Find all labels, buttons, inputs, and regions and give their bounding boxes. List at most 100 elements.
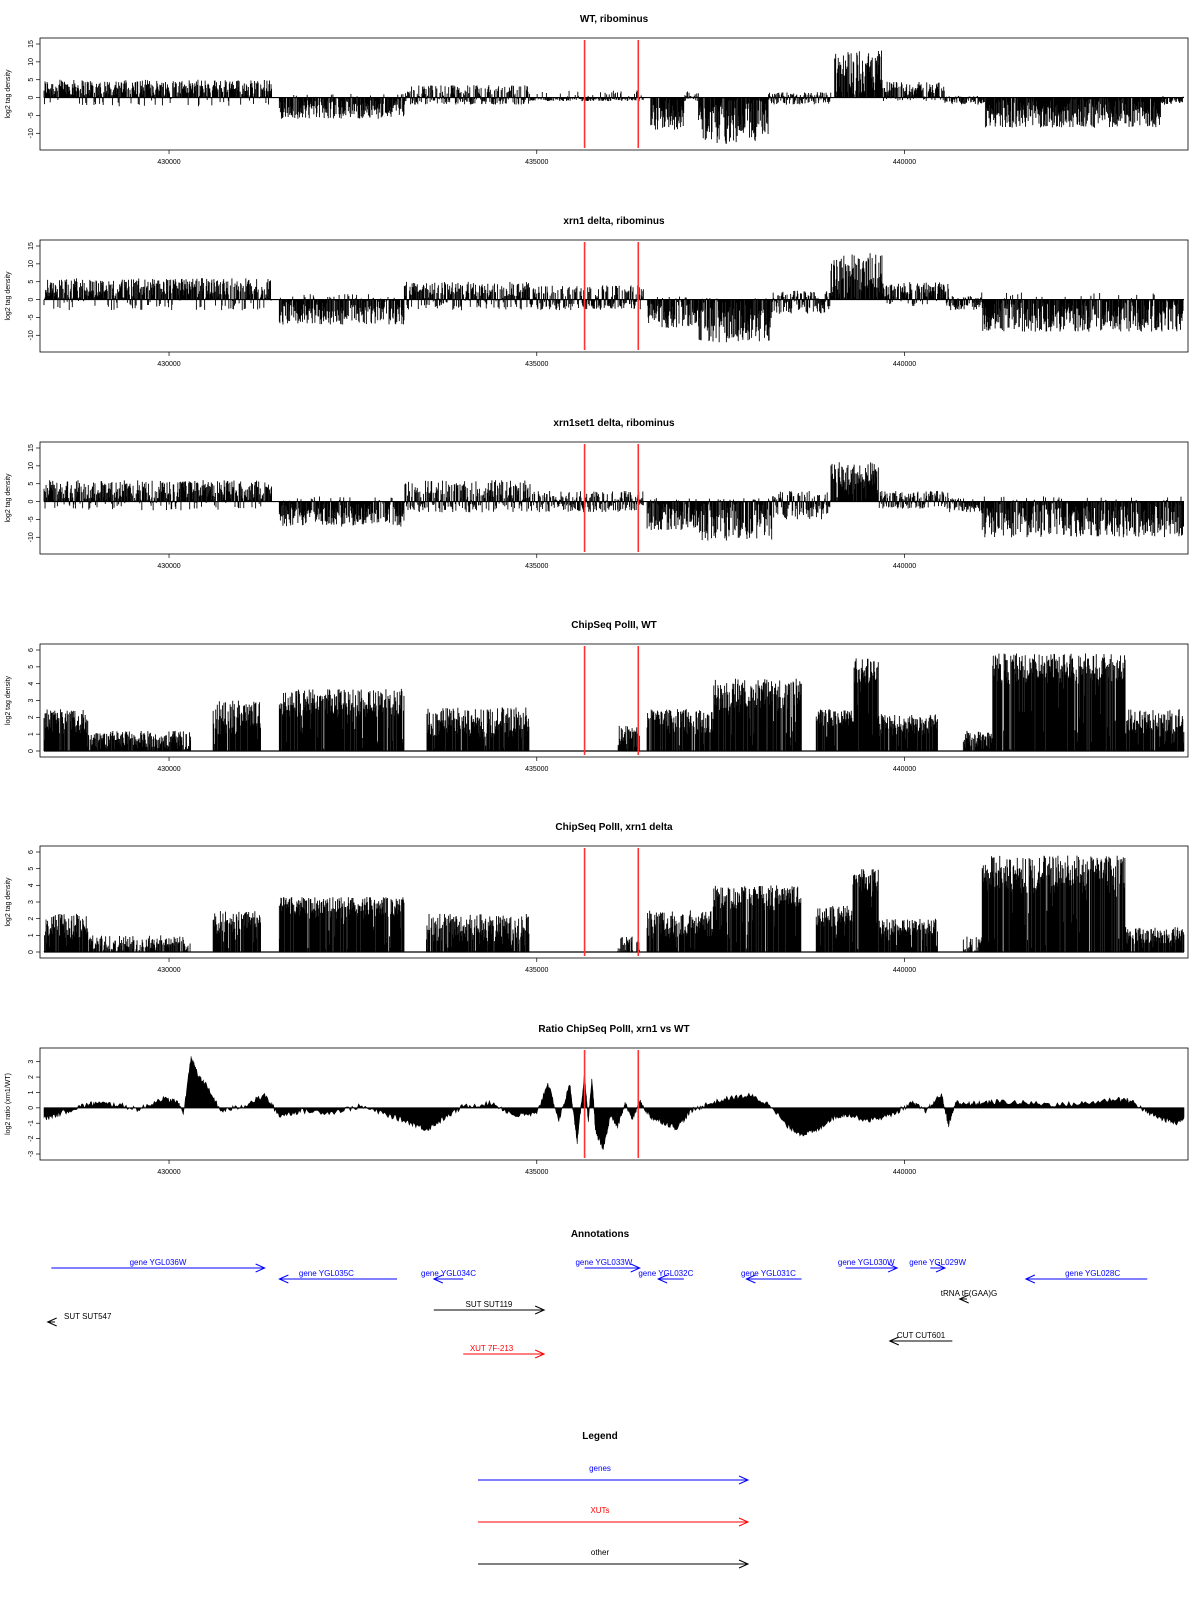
legend-arrow [738, 1475, 750, 1485]
arrow-head [432, 1274, 444, 1284]
chart-panel-2: xrn1set1 delta, ribominus log2 tag densit… [5, 418, 1189, 570]
annotation-label: XUT 7F-213 [470, 1344, 514, 1353]
x-tick-label: 435000 [525, 1169, 548, 1176]
annotation-feature: gene YGL032C [638, 1269, 694, 1284]
legend-label: genes [589, 1464, 611, 1473]
density-bars [43, 50, 1185, 144]
density-bars [43, 855, 1185, 952]
chart-panel-3: ChipSeq PolII, WT log2 tag density 0 1 2 3 4 5 6… [5, 620, 1189, 773]
annotation-label: tRNA tF(GAA)G [941, 1289, 997, 1298]
y-tick-label: -10 [28, 330, 35, 340]
x-tick-label: 440000 [893, 967, 916, 974]
y-tick-label: 0 [28, 96, 35, 100]
arrow-head [887, 1263, 899, 1273]
y-tick-label: 0 [28, 298, 35, 302]
y-tick-label: 4 [28, 883, 35, 887]
panel-title: ChipSeq PolII, WT [571, 620, 657, 631]
x-tick-label: 440000 [893, 159, 916, 166]
legend-panel: Legend genes XUTs other [478, 1431, 750, 1569]
x-tick-label: 435000 [525, 361, 548, 368]
arrow-head [534, 1349, 546, 1359]
y-tick-label: 0 [28, 1106, 35, 1110]
annotation-label: gene YGL035C [299, 1269, 354, 1278]
y-tick-label: 0 [28, 749, 35, 753]
data-series [43, 253, 1184, 343]
x-tick-label: 440000 [893, 563, 916, 570]
y-tick-label: 3 [28, 698, 35, 702]
y-axis-label: log2 tag density [5, 271, 12, 321]
y-tick-label: 0 [28, 950, 35, 954]
density-bars [43, 253, 1184, 343]
y-tick-label: 2 [28, 715, 35, 719]
annotation-label: gene YGL030W [838, 1258, 895, 1267]
arrow-head [935, 1263, 947, 1273]
annotation-label: CUT CUT601 [897, 1331, 946, 1340]
y-tick-label: 1 [28, 1090, 35, 1094]
annotation-label: SUT SUT547 [64, 1312, 112, 1321]
annotation-feature: gene YGL031C [741, 1269, 802, 1284]
panel-title: xrn1 delta, ribominus [563, 216, 665, 227]
y-tick-label: -2 [28, 1135, 35, 1141]
arrow-head [888, 1336, 900, 1346]
panel-title: xrn1set1 delta, ribominus [553, 418, 675, 429]
panel-title: Ratio ChipSeq PolII, xrn1 vs WT [538, 1024, 689, 1035]
plot-frame [39, 239, 1189, 353]
arrow-head [656, 1274, 668, 1284]
panel-title: ChipSeq PolII, xrn1 delta [555, 822, 673, 833]
y-axis-label: log2 tag density [5, 877, 12, 927]
x-tick-label: 440000 [893, 766, 916, 773]
plot-frame [39, 1047, 1189, 1161]
annotation-feature: XUT 7F-213 [463, 1344, 546, 1359]
annotation-feature: gene YGL030W [838, 1258, 899, 1273]
legend-arrow [738, 1559, 750, 1569]
y-tick-label: 15 [28, 444, 35, 452]
arrow-head [534, 1305, 546, 1315]
y-tick-label: 2 [28, 1075, 35, 1079]
y-tick-label: -5 [28, 112, 35, 118]
y-tick-label: -10 [28, 128, 35, 138]
y-tick-label: 4 [28, 682, 35, 686]
x-tick-label: 435000 [525, 563, 548, 570]
x-tick-label: 430000 [157, 967, 180, 974]
y-tick-label: 1 [28, 933, 35, 937]
annotation-feature: SUT SUT547 [46, 1312, 112, 1327]
legend-arrow [738, 1517, 750, 1527]
y-tick-label: 15 [28, 40, 35, 48]
x-tick-label: 435000 [525, 967, 548, 974]
x-tick-label: 430000 [157, 766, 180, 773]
y-tick-label: 5 [28, 78, 35, 82]
annotation-feature: CUT CUT601 [888, 1331, 953, 1346]
annotation-feature: gene YGL034C [421, 1269, 476, 1284]
chart-panel-1: xrn1 delta, ribominus log2 tag density -10… [5, 216, 1189, 368]
annotation-feature: gene YGL036W [51, 1258, 266, 1273]
y-tick-label: 5 [28, 867, 35, 871]
data-series [43, 1056, 1185, 1150]
y-tick-label: 5 [28, 280, 35, 284]
arrow-head [630, 1263, 641, 1273]
plot-frame [39, 37, 1189, 151]
y-tick-label: 3 [28, 900, 35, 904]
x-tick-label: 435000 [525, 766, 548, 773]
legend-entry: XUTs [478, 1506, 750, 1527]
y-tick-label: 10 [28, 260, 35, 268]
y-tick-label: 0 [28, 500, 35, 504]
annotations-panel: Annotations gene YGL036W gene YGL035C gene … [46, 1229, 1148, 1359]
x-tick-label: 430000 [157, 159, 180, 166]
data-series [43, 462, 1185, 541]
arrow-head [46, 1317, 57, 1327]
y-axis-label: log2 tag density [5, 473, 12, 523]
x-tick-label: 430000 [157, 1169, 180, 1176]
arrow-head [1024, 1274, 1036, 1284]
annotation-label: SUT SUT119 [466, 1300, 513, 1309]
legend-entry: genes [478, 1464, 750, 1485]
chart-panel-0: WT, ribominus log2 tag density -10 -5 0 5 10 15… [5, 14, 1189, 166]
panel-title: WT, ribominus [580, 14, 649, 25]
y-tick-label: 10 [28, 58, 35, 66]
data-series [43, 50, 1185, 144]
annotation-feature: gene YGL029W [909, 1258, 966, 1273]
legend-entry: other [478, 1548, 750, 1569]
annotations-title: Annotations [571, 1229, 630, 1240]
chart-panel-5: Ratio ChipSeq PolII, xrn1 vs WT log2 rati… [5, 1024, 1189, 1176]
y-tick-label: -10 [28, 532, 35, 542]
